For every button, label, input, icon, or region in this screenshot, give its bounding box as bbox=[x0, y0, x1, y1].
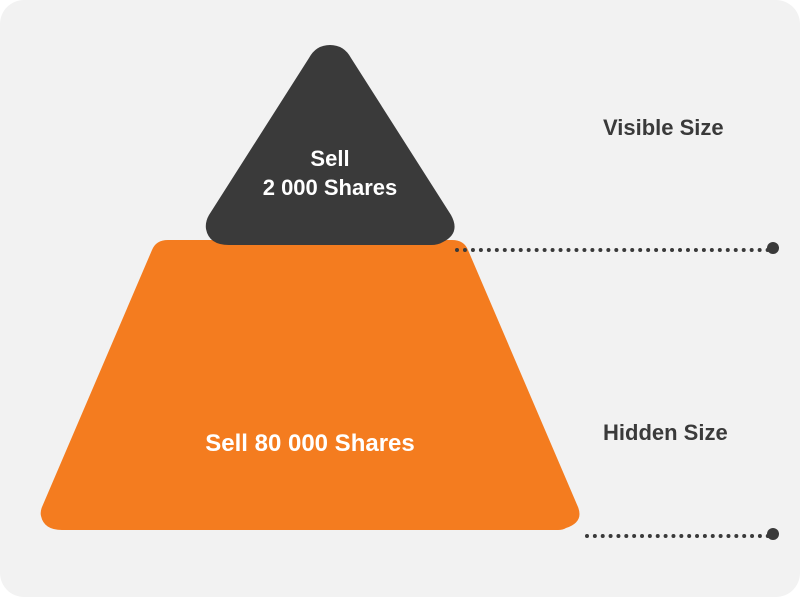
top-triangle bbox=[205, 45, 455, 245]
top-triangle-path bbox=[206, 45, 455, 245]
visible-connector-line bbox=[455, 248, 770, 252]
hidden-size-label: Hidden Size bbox=[603, 420, 728, 446]
visible-connector-dot bbox=[767, 242, 779, 254]
visible-size-label: Visible Size bbox=[603, 115, 724, 141]
base-trapezoid bbox=[40, 240, 580, 530]
hidden-connector-line bbox=[585, 534, 770, 538]
hidden-connector-dot bbox=[767, 528, 779, 540]
base-trapezoid-path bbox=[41, 240, 580, 530]
iceberg-order-diagram: Sell 2 000 Shares Sell 80 000 Shares Vis… bbox=[0, 0, 800, 597]
